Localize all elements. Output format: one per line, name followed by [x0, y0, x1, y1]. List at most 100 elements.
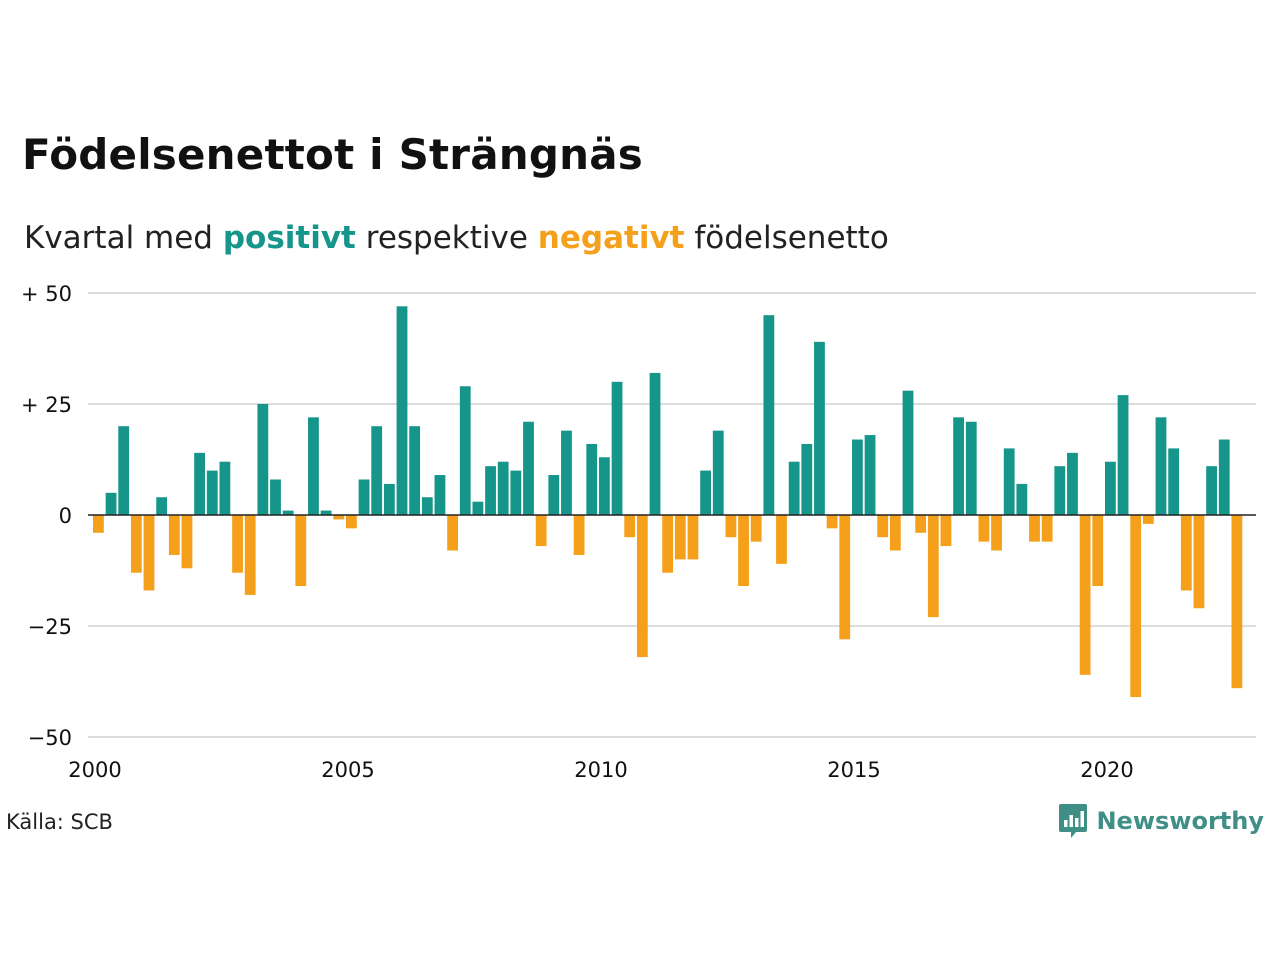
bar [93, 515, 104, 533]
subtitle-middle: respektive [365, 220, 528, 256]
bar [409, 426, 421, 515]
source-note: Källa: SCB [6, 810, 113, 834]
bar [1117, 395, 1129, 515]
bar [1079, 515, 1091, 675]
bar [244, 515, 256, 595]
bar [940, 515, 952, 547]
bar [497, 461, 509, 515]
bar [447, 515, 458, 551]
bar [156, 497, 168, 515]
newsworthy-logo: Newsworthy [1058, 803, 1264, 839]
bar [788, 461, 800, 515]
y-tick-label: 0 [59, 504, 72, 528]
subtitle-suffix: födelsenetto [694, 220, 889, 256]
bar [624, 515, 636, 538]
bar [1155, 417, 1167, 515]
bar [181, 515, 193, 569]
bar [472, 501, 484, 515]
x-tick-label: 2005 [321, 758, 374, 782]
logo-text: Newsworthy [1096, 807, 1264, 835]
bar [232, 515, 243, 573]
bar [561, 430, 572, 515]
bar [662, 515, 674, 573]
bar [687, 515, 699, 560]
bar [320, 510, 332, 515]
bar [915, 515, 927, 533]
bar [295, 515, 307, 587]
bar [586, 443, 598, 515]
bar [978, 515, 990, 542]
bar [738, 515, 749, 587]
newsworthy-chart-icon [1059, 804, 1088, 838]
bar [206, 470, 218, 515]
bar [649, 372, 661, 515]
bar [118, 426, 130, 515]
bar [282, 510, 294, 515]
bar [1003, 448, 1015, 515]
bar [700, 470, 711, 515]
bar [839, 515, 851, 640]
bar [991, 515, 1002, 551]
subtitle-prefix: Kvartal med [24, 220, 213, 256]
bar [1041, 515, 1053, 542]
subtitle-negative-word: negativt [537, 220, 685, 256]
bar [750, 515, 762, 542]
bar [485, 466, 496, 515]
bar [333, 515, 345, 520]
bar [864, 435, 876, 515]
bar [599, 457, 610, 515]
bar [270, 479, 281, 515]
bar [1193, 515, 1205, 609]
bar [194, 452, 205, 515]
bar-chart: + 50 + 25 0 −25 −50 2000 2005 2010 2015 2020 [21, 282, 1256, 782]
bar [510, 470, 522, 515]
bar [1168, 448, 1180, 515]
bar [358, 479, 370, 515]
y-tick-label: −25 [28, 615, 72, 639]
bar [965, 421, 977, 515]
bar [219, 461, 231, 515]
x-tick-label: 2010 [574, 758, 627, 782]
chart-title: Födelsenettot i Strängnäs [22, 130, 643, 179]
bar [902, 390, 914, 515]
bar [636, 515, 648, 658]
bar [421, 497, 433, 515]
y-tick-label: + 25 [21, 393, 72, 417]
bar [168, 515, 180, 555]
bar [143, 515, 155, 591]
bar [308, 417, 319, 515]
bar [105, 492, 117, 515]
bar [434, 475, 446, 515]
bar [1054, 466, 1066, 515]
bar [814, 341, 825, 515]
bar [801, 443, 813, 515]
bar [1130, 515, 1142, 698]
x-tick-label: 2000 [68, 758, 121, 782]
bar [1105, 461, 1116, 515]
bar [826, 515, 838, 529]
bar [523, 421, 534, 515]
bar [889, 515, 901, 551]
bar [927, 515, 939, 618]
bar [1029, 515, 1040, 542]
bar [383, 483, 395, 515]
bar [852, 439, 863, 515]
bar [257, 404, 269, 515]
bar [346, 515, 357, 529]
y-tick-label: + 50 [21, 282, 72, 306]
bar [459, 386, 471, 515]
x-tick-label: 2020 [1080, 758, 1133, 782]
bar [763, 315, 775, 515]
bar [1180, 515, 1192, 591]
subtitle-positive-word: positivt [222, 220, 356, 256]
bar [535, 515, 547, 547]
bar [1142, 515, 1154, 524]
bar [1067, 452, 1078, 515]
bar [611, 381, 623, 515]
bar [1218, 439, 1230, 515]
bar [1206, 466, 1217, 515]
bar [674, 515, 686, 560]
bar [712, 430, 724, 515]
x-tick-label: 2015 [827, 758, 880, 782]
chart-subtitle: Kvartal med positivt respektive negativt… [24, 220, 889, 256]
